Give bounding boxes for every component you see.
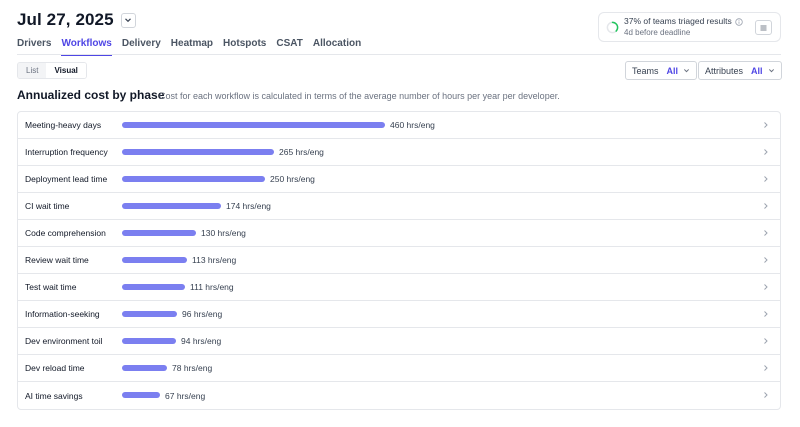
- tab-delivery[interactable]: Delivery: [121, 38, 161, 49]
- list-item[interactable]: Review wait time 113 hrs/eng: [18, 247, 780, 274]
- cost-bar: [122, 176, 265, 182]
- row-label: Review wait time: [25, 255, 89, 265]
- row-label: Dev reload time: [25, 363, 85, 373]
- chevron-right-icon: [764, 203, 768, 209]
- attributes-filter-label: Attributes: [705, 65, 744, 76]
- progress-ring-icon: [606, 21, 619, 33]
- workflow-cost-list: Meeting-heavy days 460 hrs/eng Interruptio…: [17, 111, 781, 410]
- row-label: AI time savings: [25, 390, 83, 401]
- list-item[interactable]: Deployment lead time 250 hrs/eng: [18, 166, 780, 193]
- chevron-right-icon: [764, 284, 768, 290]
- row-value: 174 hrs/eng: [226, 201, 271, 211]
- status-sub-text: 4d before deadline: [624, 28, 691, 37]
- cost-bar: [122, 392, 160, 398]
- row-label: CI wait time: [25, 201, 70, 211]
- list-item[interactable]: Code comprehension 130 hrs/eng: [18, 220, 780, 247]
- menu-button[interactable]: [755, 20, 772, 35]
- chevron-right-icon: [764, 365, 768, 371]
- row-value: 78 hrs/eng: [172, 363, 213, 373]
- list-view-button[interactable]: List: [18, 63, 47, 78]
- chevron-right-icon: [764, 311, 768, 317]
- triage-status-card: 37% of teams triaged results 4d before d…: [598, 12, 781, 42]
- info-icon[interactable]: [735, 17, 743, 26]
- cost-bar: [122, 149, 274, 155]
- chevron-right-icon: [764, 257, 768, 263]
- cost-bar: [122, 338, 176, 344]
- list-item[interactable]: Dev reload time 78 hrs/eng: [18, 355, 780, 382]
- date-dropdown-button[interactable]: [120, 12, 136, 28]
- chevron-down-icon: [684, 69, 690, 73]
- list-item[interactable]: Test wait time 111 hrs/eng: [18, 274, 780, 301]
- row-label: Meeting-heavy days: [25, 120, 102, 130]
- list-item[interactable]: Dev environment toil 94 hrs/eng: [18, 328, 780, 355]
- row-value: 113 hrs/eng: [192, 255, 237, 265]
- chevron-right-icon: [764, 176, 768, 182]
- status-main-text: 37% of teams triaged results: [624, 16, 732, 26]
- list-item[interactable]: Interruption frequency 265 hrs/eng: [18, 139, 780, 166]
- row-label: Dev environment toil: [25, 336, 103, 346]
- list-item[interactable]: AI time savings 67 hrs/eng: [18, 382, 780, 409]
- cost-bar: [122, 230, 196, 236]
- row-value: 265 hrs/eng: [279, 147, 324, 157]
- row-label: Information-seeking: [25, 309, 100, 319]
- tab-bar: Drivers Workflows Delivery Heatmap Hotspots C…: [17, 38, 371, 56]
- view-toggle: List Visual: [17, 62, 87, 79]
- visual-view-button[interactable]: Visual: [46, 63, 86, 78]
- chevron-right-icon: [764, 230, 768, 236]
- tab-hotspots[interactable]: Hotspots: [223, 38, 267, 49]
- list-item[interactable]: Information-seeking 96 hrs/eng: [18, 301, 780, 328]
- tab-drivers[interactable]: Drivers: [17, 38, 52, 49]
- cost-bar: [122, 311, 177, 317]
- section-title: Annualized cost by phase: [17, 88, 165, 102]
- row-value: 94 hrs/eng: [181, 336, 222, 346]
- row-label: Test wait time: [25, 282, 77, 292]
- cost-bar: [122, 203, 221, 209]
- cost-bar: [122, 284, 185, 290]
- row-value: 460 hrs/eng: [390, 120, 435, 130]
- row-value: 96 hrs/eng: [182, 309, 223, 319]
- row-label: Code comprehension: [25, 228, 106, 238]
- row-label: Deployment lead time: [25, 174, 108, 184]
- row-value: 111 hrs/eng: [190, 282, 234, 292]
- cost-bar: [122, 365, 167, 371]
- chevron-right-icon: [764, 122, 768, 128]
- teams-filter-label: Teams: [632, 65, 659, 76]
- attributes-filter-value: All: [751, 65, 763, 76]
- chevron-right-icon: [764, 392, 768, 398]
- cost-bar: [122, 257, 187, 263]
- date-title: Jul 27, 2025: [17, 10, 114, 29]
- header: Jul 27, 2025: [17, 10, 136, 30]
- list-item[interactable]: CI wait time 174 hrs/eng: [18, 193, 780, 220]
- cost-bar: [122, 122, 385, 128]
- tab-csat[interactable]: CSAT: [276, 38, 303, 49]
- chevron-down-icon: [768, 69, 774, 73]
- chevron-right-icon: [764, 149, 768, 155]
- teams-filter-value: All: [666, 65, 679, 76]
- attributes-filter[interactable]: Attributes All: [698, 61, 782, 80]
- chevron-down-icon: [125, 18, 132, 23]
- row-value: 130 hrs/eng: [201, 228, 246, 238]
- section-description: Cost for each workflow is calculated in …: [159, 91, 560, 101]
- tab-workflows[interactable]: Workflows: [61, 38, 112, 56]
- menu-icon: [760, 25, 767, 30]
- tab-allocation[interactable]: Allocation: [312, 38, 362, 49]
- tab-heatmap[interactable]: Heatmap: [170, 38, 214, 49]
- row-value: 67 hrs/eng: [165, 390, 206, 401]
- chevron-right-icon: [764, 338, 768, 344]
- teams-filter[interactable]: Teams All: [625, 61, 698, 80]
- tab-divider: [17, 54, 781, 55]
- list-item[interactable]: Meeting-heavy days 460 hrs/eng: [18, 112, 780, 139]
- row-label: Interruption frequency: [25, 147, 108, 157]
- row-value: 250 hrs/eng: [270, 174, 315, 184]
